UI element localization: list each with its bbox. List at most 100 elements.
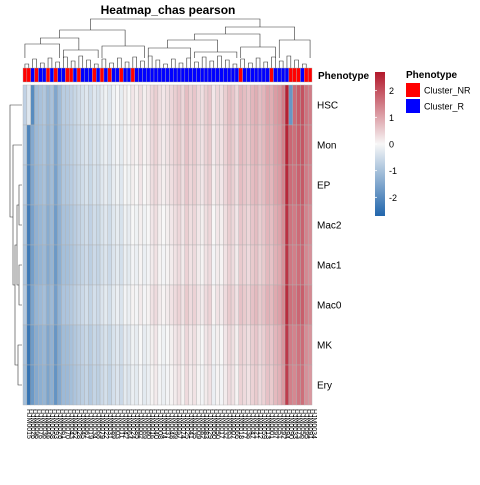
heatmap-cell xyxy=(103,164,108,206)
heatmap-cell xyxy=(157,244,162,286)
heatmap-cell xyxy=(38,284,43,326)
heatmap-cell xyxy=(250,204,255,246)
phenotype-legend-label: Cluster_NR xyxy=(424,86,471,96)
heatmap-cell xyxy=(261,284,266,326)
column-label: HJM0093 xyxy=(52,409,59,439)
heatmap-cell xyxy=(49,324,55,366)
phenotype-annotation-bar xyxy=(22,67,313,83)
heatmap-cell xyxy=(257,324,263,366)
heatmap-cell xyxy=(142,84,147,126)
phenotype-cell xyxy=(215,67,220,83)
heatmap-cell xyxy=(219,164,224,206)
heatmap-cell xyxy=(76,164,81,206)
heatmap-cell xyxy=(38,164,43,206)
heatmap-cell xyxy=(265,84,270,126)
heatmap-cell xyxy=(200,164,205,206)
heatmap-cell xyxy=(45,324,51,366)
heatmap-cell xyxy=(103,124,108,166)
column-label: HJM0082 xyxy=(198,409,205,439)
heatmap-cell xyxy=(134,324,139,366)
heatmap-cell xyxy=(188,164,193,206)
column-label: HJM0079 xyxy=(98,409,105,439)
heatmap-cell xyxy=(80,84,85,126)
dendrogram-link xyxy=(18,184,22,226)
heatmap-cell xyxy=(300,124,305,166)
heatmap-cell xyxy=(92,284,97,326)
phenotype-legend: Phenotype Cluster_NR Cluster_R xyxy=(406,70,471,113)
heatmap-cell xyxy=(119,244,124,286)
heatmap-cell xyxy=(61,284,66,326)
column-label: HJM0091 xyxy=(306,409,313,439)
dendrogram-link xyxy=(217,55,222,68)
heatmap-cell xyxy=(149,84,155,126)
dendrogram-link xyxy=(17,344,22,386)
heatmap-cell xyxy=(22,324,28,366)
heatmap-cell xyxy=(211,324,216,366)
dendrogram-link xyxy=(70,60,76,68)
column-label: HJM0024 xyxy=(129,409,136,439)
phenotype-cell xyxy=(122,67,128,83)
chart-title: Heatmap_chas pearson xyxy=(101,3,236,17)
heatmap-cell xyxy=(227,84,232,126)
dendrogram-link xyxy=(18,264,22,306)
heatmap-cell xyxy=(265,204,270,246)
phenotype-cell xyxy=(142,67,147,83)
heatmap-cell xyxy=(57,244,62,286)
heatmap-cell xyxy=(119,124,124,166)
heatmap-cell xyxy=(42,164,47,206)
heatmap-cell xyxy=(138,364,143,406)
heatmap-cell xyxy=(227,164,232,206)
heatmap-cell xyxy=(230,164,236,206)
heatmap-cell xyxy=(157,164,162,206)
heatmap-cell xyxy=(304,244,309,286)
column-label: HJM0094 xyxy=(283,409,290,439)
phenotype-cell xyxy=(153,67,159,83)
heatmap-cell xyxy=(122,284,128,326)
heatmap-cell xyxy=(130,364,135,406)
heatmap-cell xyxy=(45,244,51,286)
heatmap-cell xyxy=(115,84,120,126)
heatmap-cell xyxy=(280,164,286,206)
heatmap-cell xyxy=(26,84,31,126)
heatmap-cell xyxy=(61,124,66,166)
heatmap-cell xyxy=(161,364,166,406)
phenotype-cell xyxy=(107,67,112,83)
heatmap-cell xyxy=(265,364,270,406)
heatmap-cell xyxy=(188,244,193,286)
phenotype-cell xyxy=(149,67,155,83)
column-label: HJM0066 xyxy=(233,409,240,439)
heatmap-cell xyxy=(253,244,259,286)
heatmap-cell xyxy=(292,204,297,246)
heatmap-cell xyxy=(273,324,278,366)
column-label: HJM0074 xyxy=(179,409,186,439)
heatmap-cell xyxy=(45,284,51,326)
heatmap-cells xyxy=(22,84,313,406)
heatmap-cell xyxy=(138,124,143,166)
heatmap-cell xyxy=(76,124,81,166)
heatmap-cell xyxy=(161,164,166,206)
column-label: HJM0018 xyxy=(237,409,244,439)
column-label: HJM0009 xyxy=(194,409,201,439)
dendrogram-link xyxy=(147,47,191,58)
heatmap-cell xyxy=(207,164,213,206)
heatmap-cell xyxy=(22,244,28,286)
heatmap-cell xyxy=(246,284,251,326)
heatmap-cell xyxy=(307,364,313,406)
dendrogram-link xyxy=(12,144,22,286)
heatmap-cell xyxy=(176,364,182,406)
heatmap-cell xyxy=(265,164,270,206)
dendrogram-link xyxy=(171,58,176,68)
heatmap-cell xyxy=(115,324,120,366)
phenotype-cell xyxy=(169,67,174,83)
heatmap-cell xyxy=(22,284,28,326)
heatmap-cell xyxy=(42,324,47,366)
heatmap-cell xyxy=(169,244,174,286)
column-label: HJM0067 xyxy=(83,409,90,439)
heatmap-cell xyxy=(111,244,116,286)
heatmap-cell xyxy=(165,324,170,366)
phenotype-cell xyxy=(26,67,31,83)
heatmap-cell xyxy=(307,284,313,326)
heatmap-cell xyxy=(96,324,101,366)
row-dendrogram xyxy=(9,104,22,386)
heatmap-cell xyxy=(180,284,186,326)
